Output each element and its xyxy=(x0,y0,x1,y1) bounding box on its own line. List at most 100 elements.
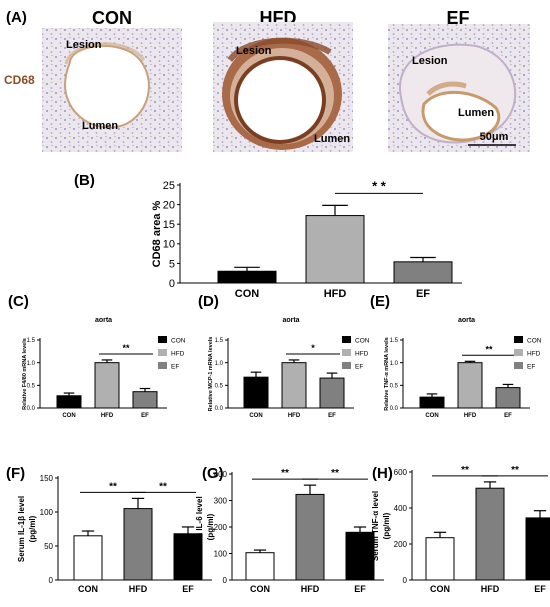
micrograph-hfd: Lesion Lumen xyxy=(213,22,353,152)
bar-b-con xyxy=(217,270,277,284)
bar-f-ef xyxy=(173,533,203,581)
y-tick-label-f-2: 100 xyxy=(40,508,54,517)
y-tick-label-h-2: 400 xyxy=(394,504,408,513)
x-tick-label-d-2: EF xyxy=(328,413,336,419)
x-tick-label-g-1: HFD xyxy=(301,584,320,594)
x-tick-label-f-1: HFD xyxy=(129,584,148,594)
y-axis-label-g-0: Serum IL-6 level xyxy=(195,496,204,557)
bar-d-ef xyxy=(319,377,345,409)
bar-g-ef xyxy=(345,531,375,581)
legend-label-d-2: EF xyxy=(355,364,363,371)
y-tick-label-e-0: 0.0 xyxy=(390,406,399,412)
y-tick-label-g-3: 300 xyxy=(214,496,228,505)
bar-f-con xyxy=(73,535,103,581)
micrograph-con: Lesion Lumen xyxy=(42,28,182,152)
y-tick-label-h-0: 0 xyxy=(403,576,408,585)
y-tick-label-h-1: 200 xyxy=(394,540,408,549)
bar-f-hfd xyxy=(123,508,153,581)
legend-swatch-e-0 xyxy=(514,336,523,343)
x-tick-label-g-2: EF xyxy=(354,584,366,594)
sig-label-h-0: ** xyxy=(461,465,469,476)
y-tick-label-g-0: 0 xyxy=(223,576,228,585)
y-tick-label-f-3: 150 xyxy=(40,474,54,483)
sig-label-h-1: ** xyxy=(511,465,519,476)
y-tick-label-d-3: 1.5 xyxy=(215,338,224,344)
panel-label-b: (B) xyxy=(74,172,95,189)
legend-swatch-c-0 xyxy=(158,336,167,343)
y-tick-label-b-1: 5 xyxy=(169,258,175,270)
y-tick-label-c-2: 1.0 xyxy=(27,361,36,367)
chart-g: (G) 0 100 200 300 400 Serum IL-6 level (pg/ml) C… xyxy=(195,465,384,594)
micrograph-ef: Lesion Lumen 50μm xyxy=(388,24,530,152)
scale-bar-label: 50μm xyxy=(480,131,509,143)
sig-label-b-0: * * xyxy=(372,178,387,193)
panel-label-g: (G) xyxy=(202,465,224,482)
y-tick-label-h-3: 600 xyxy=(394,468,408,477)
sig-label-f-0: ** xyxy=(109,481,117,492)
legend-swatch-d-0 xyxy=(342,336,351,343)
x-tick-label-d-1: HFD xyxy=(288,413,301,419)
x-tick-label-b-1: HFD xyxy=(324,288,347,300)
column-label-con: CON xyxy=(92,8,132,28)
chart-title-c: aorta xyxy=(95,317,112,324)
x-tick-label-f-2: EF xyxy=(182,584,194,594)
bar-c-hfd xyxy=(94,362,120,409)
column-label-ef: EF xyxy=(446,8,469,28)
y-tick-label-f-1: 50 xyxy=(44,542,53,551)
sig-label-d-0: * xyxy=(311,343,315,353)
bar-c-con xyxy=(56,395,82,409)
y-axis-label-d: Relative MCP-1 mRNA levels xyxy=(208,337,214,412)
bar-e-con xyxy=(419,396,445,409)
bar-b-hfd xyxy=(305,215,365,284)
bar-b-ef xyxy=(393,261,453,284)
y-axis-label-f-1: (pg/ml) xyxy=(28,515,37,542)
y-tick-label-g-4: 400 xyxy=(214,470,228,479)
panel-label-e: (E) xyxy=(370,293,390,310)
sig-label-e-0: ** xyxy=(485,344,493,354)
x-tick-label-e-0: CON xyxy=(425,413,438,419)
y-tick-label-c-0: 0.0 xyxy=(27,406,36,412)
legend-label-c-0: CON xyxy=(171,338,186,345)
legend-label-c-1: HFD xyxy=(171,351,185,358)
bar-d-hfd xyxy=(281,362,307,409)
row-label-cd68: CD68 xyxy=(4,73,35,87)
y-tick-label-f-0: 0 xyxy=(49,576,54,585)
x-tick-label-h-2: EF xyxy=(534,584,546,594)
sig-label-f-1: ** xyxy=(159,481,167,492)
x-tick-label-c-0: CON xyxy=(62,413,75,419)
panel-label-d: (D) xyxy=(198,293,219,310)
x-tick-label-c-2: EF xyxy=(141,413,149,419)
sig-label-g-1: ** xyxy=(331,468,339,479)
panel-label-f: (F) xyxy=(6,465,25,482)
y-tick-label-b-2: 10 xyxy=(163,239,175,251)
y-tick-label-e-1: 0.5 xyxy=(390,383,399,389)
x-tick-label-f-0: CON xyxy=(78,584,98,594)
x-tick-label-b-2: EF xyxy=(416,288,430,300)
bar-c-ef xyxy=(132,391,158,409)
legend-label-d-0: CON xyxy=(355,338,370,345)
y-tick-label-b-5: 25 xyxy=(163,180,175,192)
y-tick-label-c-1: 0.5 xyxy=(27,383,36,389)
y-tick-label-d-0: 0.0 xyxy=(215,406,224,412)
y-tick-label-e-3: 1.5 xyxy=(390,338,399,344)
y-axis-label-h-1: (pg/ml) xyxy=(382,512,391,539)
panel-label-h: (H) xyxy=(372,465,393,482)
panel-label-c: (C) xyxy=(8,293,29,310)
y-tick-label-d-2: 1.0 xyxy=(215,361,224,367)
legend-swatch-d-2 xyxy=(342,362,351,369)
legend-swatch-c-1 xyxy=(158,349,167,356)
y-tick-label-g-1: 100 xyxy=(214,549,228,558)
y-axis-label-h-0: Serum TNF-α level xyxy=(371,491,380,561)
x-tick-label-h-0: CON xyxy=(430,584,450,594)
panel-a-label: (A) xyxy=(6,9,27,26)
tissue-label-ef-lesion: Lesion xyxy=(412,55,448,67)
legend-label-e-0: CON xyxy=(527,338,542,345)
tissue-label-ef-lumen: Lumen xyxy=(458,107,494,119)
